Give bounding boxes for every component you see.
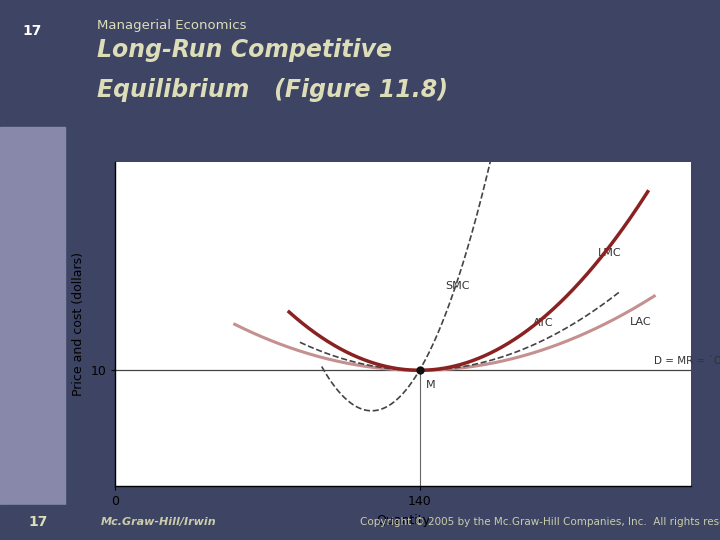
Text: 17: 17 [23,24,42,38]
Text: Long-Run Competitive: Long-Run Competitive [97,38,392,62]
X-axis label: Quantity: Quantity [376,514,431,526]
Text: ATC: ATC [533,318,553,328]
Text: LMC: LMC [598,248,621,259]
Text: 17: 17 [29,515,48,529]
Text: Mc.Graw-Hill/Irwin: Mc.Graw-Hill/Irwin [101,517,217,527]
Text: Equilibrium   (Figure 11.8): Equilibrium (Figure 11.8) [97,78,448,102]
Text: D = MR = `O: D = MR = `O [654,356,720,366]
Text: Copyright © 2005 by the Mc.Graw-Hill Companies, Inc.  All rights reserved.: Copyright © 2005 by the Mc.Graw-Hill Com… [360,517,720,527]
Text: LAC: LAC [630,316,652,327]
Y-axis label: Price and cost (dollars): Price and cost (dollars) [72,252,85,396]
Text: M: M [426,380,436,390]
Text: SMC: SMC [446,281,470,291]
Text: Managerial Economics: Managerial Economics [97,19,247,32]
